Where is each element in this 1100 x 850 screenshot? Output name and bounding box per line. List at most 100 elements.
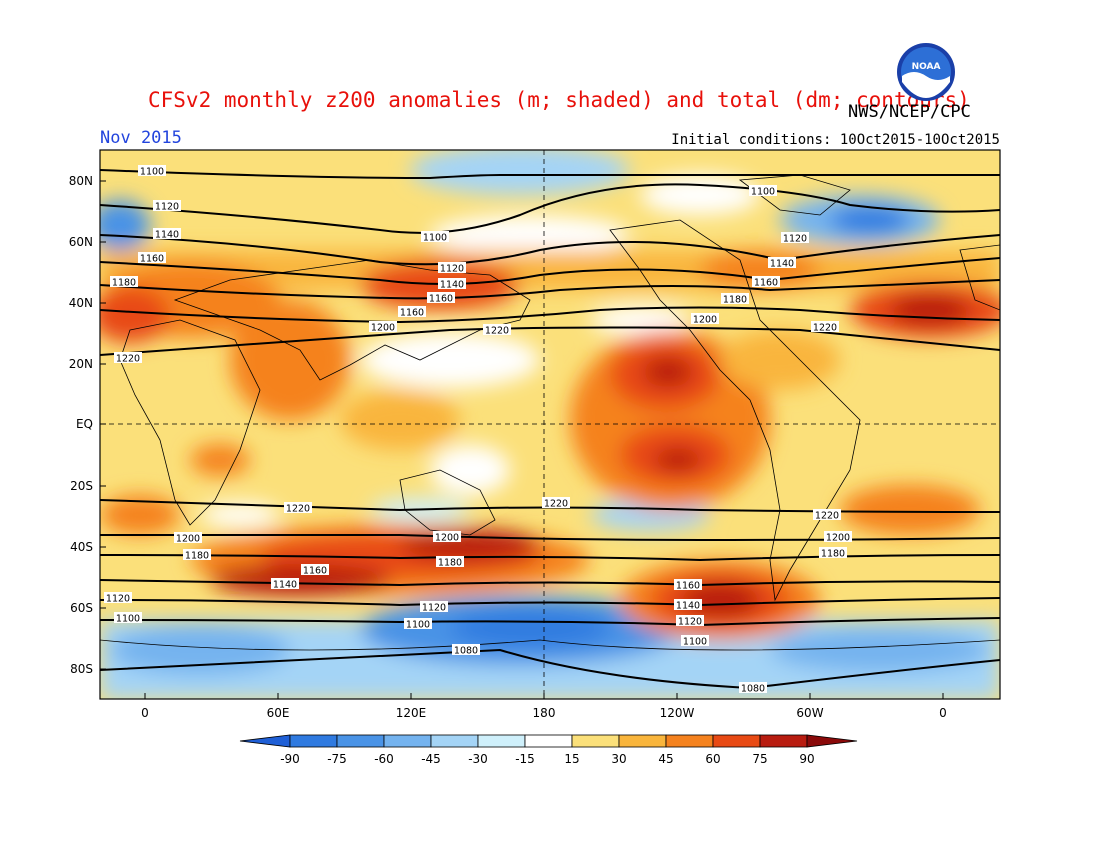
contour-label: 1200 [826, 533, 850, 544]
chart-title: CFSv2 monthly z200 anomalies (m; shaded)… [148, 88, 970, 112]
contour-label: 1180 [438, 558, 462, 569]
contour-label-bg [768, 257, 796, 268]
lat-label: 80S [70, 662, 93, 676]
contour-label-bg [427, 292, 455, 303]
contour-label: 1120 [783, 234, 807, 245]
contour-label-bg [681, 635, 709, 646]
colorbar-swatch [430, 734, 479, 748]
contour-label-bg [110, 276, 138, 287]
colorbar-swatch [383, 734, 432, 748]
colorbar-tick-label: -90 [280, 752, 300, 766]
lat-label: 40S [70, 540, 93, 554]
contour-label-bg [452, 644, 480, 655]
contour-label-bg [369, 321, 397, 332]
contour-label-bg [138, 165, 166, 176]
colorbar-swatch [759, 734, 808, 748]
contour-label: 1100 [423, 233, 447, 244]
contour-label: 1140 [440, 280, 464, 291]
height-contours [100, 169, 1000, 690]
contour-label: 1140 [273, 580, 297, 591]
colorbar-swatch [571, 734, 620, 748]
contour-label: 1080 [741, 684, 765, 695]
contour-label-bg [674, 599, 702, 610]
colorbar-tick-label: -60 [374, 752, 394, 766]
lon-label: 180 [533, 706, 556, 720]
contour-label: 1160 [676, 581, 700, 592]
contour-label-bg [104, 592, 132, 603]
lat-label: 20S [70, 479, 93, 493]
contour-label-bg [420, 601, 448, 612]
lon-label: 0 [939, 706, 947, 720]
contour-label-bg [819, 547, 847, 558]
noaa-logo-icon: NOAA [897, 43, 955, 101]
colorbar-swatch [477, 734, 526, 748]
contour-label-bg [421, 231, 449, 242]
contour-label: 1180 [112, 278, 136, 289]
colorbar-swatch [665, 734, 714, 748]
contour-label-bg [721, 293, 749, 304]
latitude-labels: 80N 60N 40N 20N EQ 20S 40S 60S 80S [69, 174, 106, 676]
contour-label-bg [752, 276, 780, 287]
lat-label: 60S [70, 601, 93, 615]
contour-label-bg [114, 352, 142, 363]
contour-label: 1160 [303, 566, 327, 577]
contour-label: 1220 [544, 499, 568, 510]
contour-label: 1160 [754, 278, 778, 289]
contour-label: 1120 [422, 603, 446, 614]
colorbar-tick-label: 30 [611, 752, 626, 766]
contour-label: 1120 [678, 617, 702, 628]
contour-label-bg [183, 549, 211, 560]
colorbar-tick-label: 45 [658, 752, 673, 766]
lat-label: 60N [69, 235, 93, 249]
colorbar-swatch [289, 734, 338, 748]
contour-label-bg [271, 578, 299, 589]
lat-label: 40N [69, 296, 93, 310]
colorbar-tick-label: 60 [705, 752, 720, 766]
contour-label-bg [114, 612, 142, 623]
contour-label-bg [676, 615, 704, 626]
contour-label-bg [483, 324, 511, 335]
contour-label-bg [811, 321, 839, 332]
contour-label: 1140 [770, 259, 794, 270]
contour-label: 1100 [116, 614, 140, 625]
contour-label: 1160 [140, 254, 164, 265]
colorbar-tick-label: 75 [752, 752, 767, 766]
contour-label-bg [301, 564, 329, 575]
colorbar-tick-label: 90 [799, 752, 814, 766]
contour-label-bg [542, 497, 570, 508]
contour-label: 1080 [454, 646, 478, 657]
contour-label-bg [153, 228, 181, 239]
initial-conditions-label: Initial conditions: 10Oct2015-10Oct2015 [671, 132, 1000, 148]
colorbar-tick-label: -45 [421, 752, 441, 766]
contour-label: 1180 [185, 551, 209, 562]
month-label: Nov 2015 [100, 128, 182, 148]
logo-text: NOAA [912, 62, 941, 72]
agency-label: NWS/NCEP/CPC [848, 102, 971, 122]
contour-label: 1220 [286, 504, 310, 515]
contour-label: 1100 [751, 187, 775, 198]
lon-label: 60W [796, 706, 823, 720]
longitude-labels: 0 60E 120E 180 120W 60W 0 [141, 693, 947, 720]
colorbar-swatch [618, 734, 667, 748]
contour-label: 1100 [406, 620, 430, 631]
contour-labels: 1100 1120 1140 1160 1180 1220 1200 1160 1160 1140… [104, 165, 852, 695]
contour-label-bg [284, 502, 312, 513]
lon-label: 60E [267, 706, 290, 720]
lon-label: 0 [141, 706, 149, 720]
colorbar-swatch [336, 734, 385, 748]
contour-label-bg [153, 200, 181, 211]
contour-label: 1120 [106, 594, 130, 605]
colorbar-left-arrow [239, 734, 291, 748]
contour-label-bg [138, 252, 166, 263]
contour-label: 1200 [693, 315, 717, 326]
contour-label-bg [674, 579, 702, 590]
contour-label-bg [438, 278, 466, 289]
contour-label: 1140 [155, 230, 179, 241]
colorbar-swatch [524, 734, 573, 748]
lon-label: 120W [660, 706, 695, 720]
contour-label: 1220 [116, 354, 140, 365]
contour-label-bg [433, 531, 461, 542]
shaded-anomalies [100, 150, 1000, 699]
colorbar-tick-label: 15 [564, 752, 579, 766]
